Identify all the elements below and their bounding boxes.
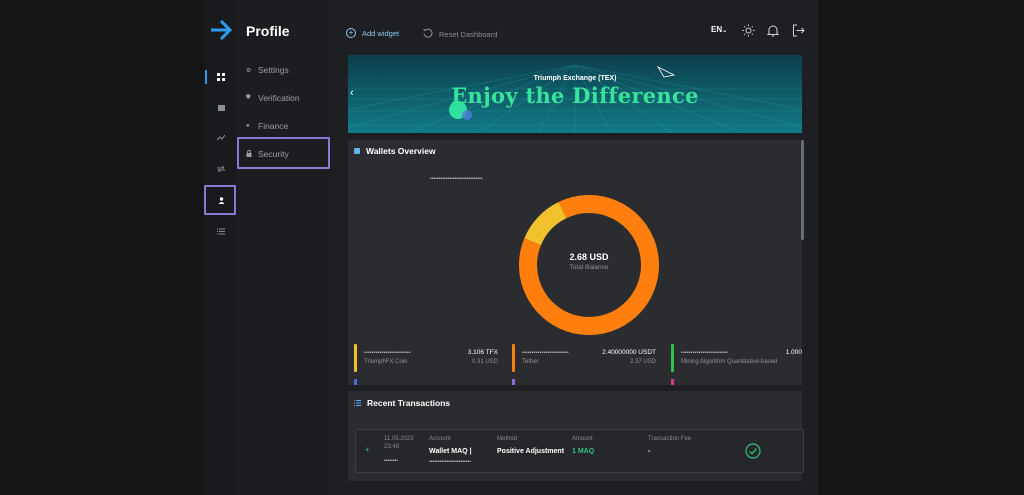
wallet-name: TriumphFX Coin	[364, 359, 408, 365]
tx-time: 23:48	[384, 444, 400, 450]
wallet-color-bar	[671, 344, 674, 372]
wallet-name: Tether	[522, 359, 539, 365]
wallet-item-tfx[interactable]: •••••••••••••••••••••••• 3.106 TFX Trium…	[354, 344, 500, 374]
chart-icon[interactable]	[212, 131, 230, 145]
donut-slice-tether[interactable]	[519, 195, 659, 335]
shield-icon: ⛊	[246, 94, 251, 101]
reset-dashboard-button[interactable]: Reset Dashboard	[423, 28, 497, 40]
wallet-masked-id: ••••••••••••••••••••••••	[681, 350, 728, 356]
coin-icon: ●	[246, 123, 250, 129]
wallet-amount: 1.000	[785, 349, 802, 356]
subnav-item-verification[interactable]: ⛊ Verification	[246, 93, 300, 103]
banner-title: Enjoy the Difference	[451, 83, 699, 108]
method-header: Method	[497, 436, 518, 442]
total-balance-value: 2.68 USD	[569, 252, 609, 262]
wallet-item-maq[interactable]: •••••••••••••••••••••••• 1.000 Mining Al…	[671, 344, 802, 374]
fee-header: Transaction Fee	[648, 436, 692, 442]
wallet-usd: 2.37 USD	[629, 359, 656, 365]
amount-header: Amount	[572, 436, 593, 442]
tx-amount: 1 MAQ	[572, 448, 595, 455]
page-title: Profile	[246, 23, 290, 39]
bell-icon[interactable]	[767, 24, 779, 37]
banner-grid-graphic	[348, 55, 802, 133]
language-selector[interactable]: EN⌄	[711, 25, 727, 34]
outer-background-left	[0, 0, 205, 495]
wallet-color-bar-next	[354, 379, 357, 385]
wallet-color-bar	[512, 344, 515, 372]
security-highlight-box	[237, 137, 330, 169]
exchange-icon[interactable]	[212, 162, 230, 176]
wallet-amount: 3.106 TFX	[467, 349, 498, 356]
paper-plane-icon	[656, 66, 676, 78]
subnav-item-finance[interactable]: ● Finance	[246, 121, 288, 131]
banner-subtitle: Triumph Exchange (TEX)	[533, 75, 617, 82]
profile-subnav	[237, 0, 332, 495]
add-widget-button[interactable]: + Add widget	[346, 28, 399, 38]
plus-icon: +	[346, 28, 356, 38]
tx-masked-id: ••••••••	[384, 458, 399, 464]
tx-fee: -	[648, 448, 651, 455]
tx-account-masked: ••••••••••••••••••••••••	[429, 459, 472, 465]
tx-date: 11.05.2023	[384, 436, 414, 442]
logo-arrow-icon[interactable]	[210, 19, 232, 41]
wallet-amount: 2.40000000 USDT	[602, 349, 656, 356]
wallet-icon[interactable]	[212, 100, 230, 114]
profile-icon[interactable]	[212, 193, 230, 207]
donut-slice-triumphfx-coin[interactable]	[524, 201, 567, 246]
banner-prev-chevron-icon[interactable]: ‹	[350, 87, 354, 99]
wallet-item-usdt[interactable]: •••••••••••••••••••••••• 2.40000000 USDT…	[512, 344, 658, 374]
success-check-icon	[745, 443, 761, 459]
wallet-widget-icon	[354, 146, 360, 156]
account-header: Account	[429, 436, 451, 442]
icon-rail	[205, 0, 237, 495]
theme-sun-icon[interactable]	[742, 24, 755, 37]
tx-account: Wallet MAQ |	[429, 448, 472, 455]
wallet-masked-id: ••••••••••••••••••••••••	[364, 350, 411, 356]
subnav-item-settings[interactable]: ⚙ Settings	[246, 65, 289, 75]
profile-highlight-box	[204, 185, 236, 215]
promo-banner[interactable]: ‹ Triumph Exchange (TEX) Enjoy the Diffe…	[348, 55, 802, 133]
lock-icon	[246, 149, 252, 159]
gear-icon: ⚙	[246, 67, 252, 74]
rail-active-indicator	[205, 70, 207, 84]
language-label: EN	[711, 25, 723, 34]
wallets-overview-header: Wallets Overview	[354, 146, 436, 156]
list-icon	[354, 398, 361, 408]
tx-method: Positive Adjustment	[497, 448, 565, 455]
list-icon[interactable]	[212, 224, 230, 238]
logout-icon[interactable]	[792, 24, 805, 37]
recent-transactions-title: Recent Transactions	[367, 398, 451, 408]
expand-plus-icon[interactable]: +	[365, 445, 370, 454]
subnav-item-label: Verification	[258, 93, 300, 103]
wallet-name: Mining Algorithm Quantitative-based	[681, 359, 778, 365]
subnav-item-label: Settings	[258, 65, 289, 75]
wallet-color-bar	[354, 344, 357, 372]
subnav-item-label: Security	[258, 149, 289, 159]
table-row[interactable]: + 11.05.2023 23:48 •••••••• Account Wall…	[355, 429, 804, 473]
chevron-down-icon: ⌄	[722, 28, 728, 34]
wallets-overview-card	[348, 140, 802, 385]
wallet-masked-id: ••••••••••••••••••••••••	[522, 350, 569, 356]
wallet-color-bar-next	[671, 379, 674, 385]
subnav-item-label: Finance	[258, 121, 289, 131]
outer-background-right	[818, 0, 1024, 495]
dashboard-icon[interactable]	[212, 70, 230, 84]
total-balance-label: Total Balance	[569, 264, 609, 271]
recent-transactions-header: Recent Transactions	[354, 398, 450, 408]
wallet-usd: 0.31 USD	[471, 359, 498, 365]
wallets-overview-title: Wallets Overview	[366, 146, 436, 156]
reset-icon	[423, 28, 433, 40]
add-widget-label: Add widget	[362, 28, 400, 38]
scrollbar-thumb[interactable]	[801, 140, 804, 240]
reset-dashboard-label: Reset Dashboard	[439, 29, 498, 39]
balance-donut-chart	[519, 195, 659, 335]
subnav-item-security[interactable]: Security	[246, 149, 289, 159]
masked-header-value: ••••••••••••••••••••••••••••••	[430, 176, 483, 182]
wallet-color-bar-next	[512, 379, 515, 385]
